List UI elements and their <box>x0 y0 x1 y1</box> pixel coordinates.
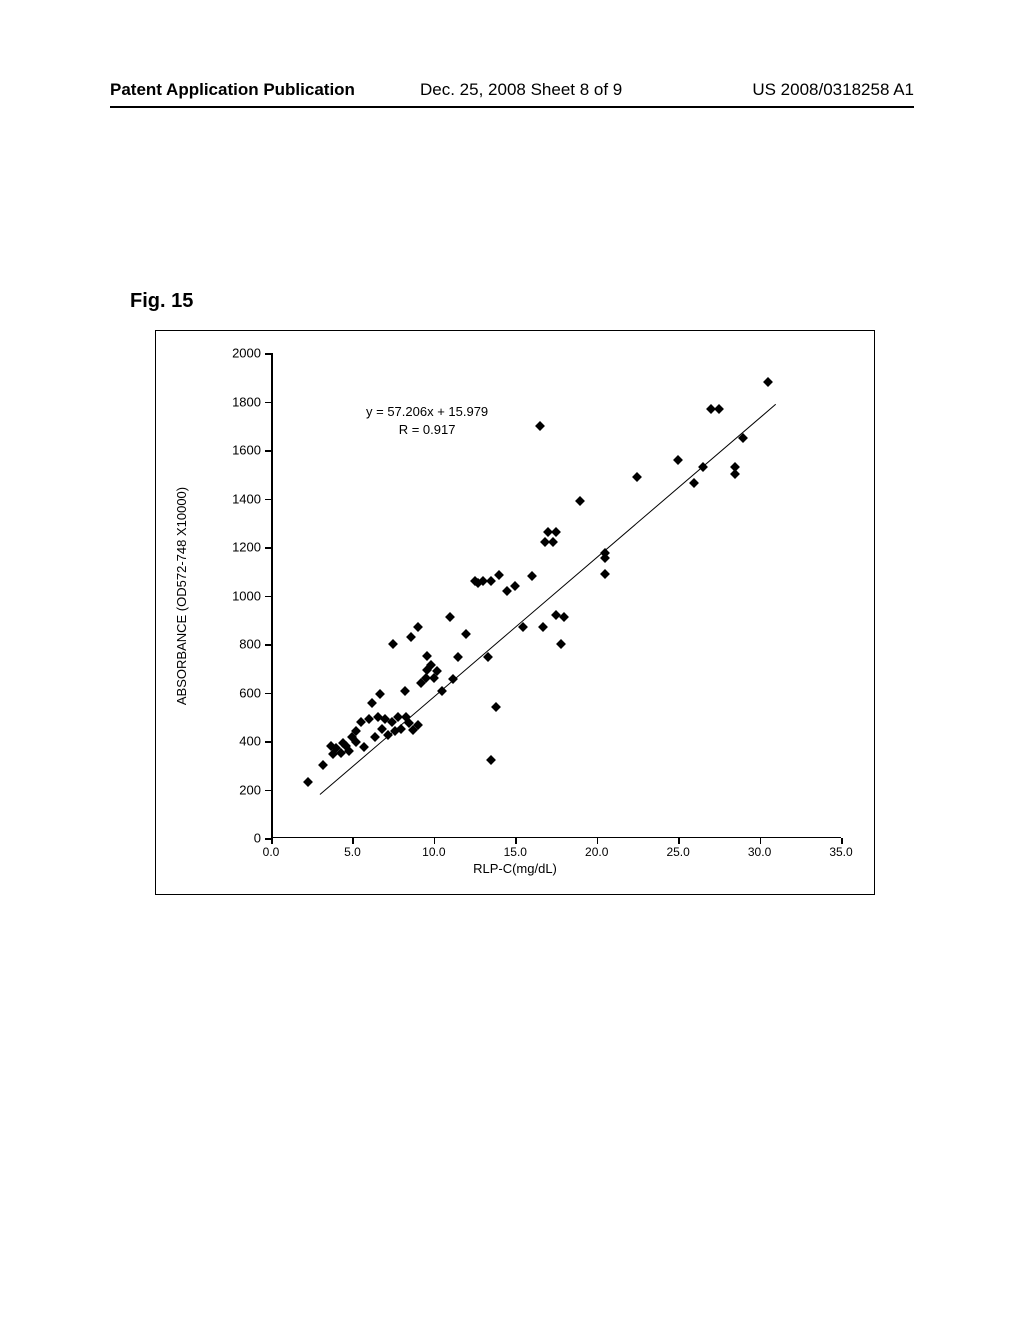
y-tick <box>265 402 271 404</box>
y-tick-label: 1800 <box>232 394 261 409</box>
scatter-point <box>367 698 377 708</box>
scatter-point <box>575 496 585 506</box>
y-axis <box>271 353 273 838</box>
x-axis-title: RLP-C(mg/dL) <box>156 861 874 876</box>
x-tick <box>352 838 354 844</box>
scatter-point <box>689 478 699 488</box>
regression-equation: y = 57.206x + 15.979 <box>366 403 488 421</box>
y-tick-label: 400 <box>239 734 261 749</box>
scatter-point <box>527 571 537 581</box>
y-axis-title: ABSORBANCE (OD572-748 X10000) <box>174 487 189 705</box>
scatter-point <box>763 377 773 387</box>
scatter-point <box>535 421 545 431</box>
y-tick <box>265 596 271 598</box>
y-tick <box>265 547 271 549</box>
y-tick <box>265 741 271 743</box>
x-tick-label: 10.0 <box>422 845 445 859</box>
scatter-point <box>445 612 455 622</box>
x-tick-label: 25.0 <box>666 845 689 859</box>
scatter-point <box>359 742 369 752</box>
y-tick <box>265 693 271 695</box>
y-tick-label: 2000 <box>232 346 261 361</box>
scatter-point <box>556 639 566 649</box>
scatter-point <box>318 760 328 770</box>
y-tick-label: 1000 <box>232 588 261 603</box>
scatter-point <box>304 777 314 787</box>
scatter-point <box>632 472 642 482</box>
scatter-point <box>714 404 724 414</box>
x-tick-label: 20.0 <box>585 845 608 859</box>
header-date-sheet: Dec. 25, 2008 Sheet 8 of 9 <box>420 80 622 100</box>
scatter-point <box>673 455 683 465</box>
scatter-point <box>388 639 398 649</box>
scatter-point <box>548 537 558 547</box>
scatter-point <box>413 622 423 632</box>
x-tick <box>760 838 762 844</box>
y-tick-label: 0 <box>254 831 261 846</box>
y-tick-label: 800 <box>239 637 261 652</box>
header-pub-number: US 2008/0318258 A1 <box>752 80 914 100</box>
scatter-point <box>600 569 610 579</box>
scatter-point <box>559 612 569 622</box>
scatter-point <box>538 622 548 632</box>
chart-frame: ABSORBANCE (OD572-748 X10000) RLP-C(mg/d… <box>155 330 875 895</box>
y-tick <box>265 790 271 792</box>
scatter-point <box>400 686 410 696</box>
y-tick-label: 1400 <box>232 491 261 506</box>
scatter-point <box>461 629 471 639</box>
scatter-point <box>510 581 520 591</box>
scatter-point <box>491 702 501 712</box>
x-tick <box>434 838 436 844</box>
header-pub-type: Patent Application Publication <box>110 80 355 100</box>
y-tick-label: 600 <box>239 685 261 700</box>
y-tick <box>265 499 271 501</box>
page-header: Patent Application Publication Dec. 25, … <box>0 80 1024 100</box>
x-tick <box>271 838 273 844</box>
x-tick-label: 5.0 <box>344 845 361 859</box>
scatter-point <box>375 689 385 699</box>
scatter-point <box>486 576 496 586</box>
scatter-point <box>486 755 496 765</box>
y-tick <box>265 644 271 646</box>
x-tick <box>597 838 599 844</box>
x-tick-label: 35.0 <box>829 845 852 859</box>
x-tick <box>678 838 680 844</box>
y-tick <box>265 450 271 452</box>
x-axis <box>271 837 841 839</box>
x-tick <box>515 838 517 844</box>
y-tick-label: 1600 <box>232 443 261 458</box>
scatter-point <box>494 570 504 580</box>
x-tick-label: 0.0 <box>263 845 280 859</box>
scatter-point <box>370 732 380 742</box>
y-tick-label: 1200 <box>232 540 261 555</box>
scatter-point <box>453 652 463 662</box>
header-rule <box>110 106 914 108</box>
regression-annotation: y = 57.206x + 15.979 R = 0.917 <box>366 403 488 438</box>
x-tick-label: 15.0 <box>504 845 527 859</box>
regression-line <box>319 404 776 795</box>
regression-r: R = 0.917 <box>366 421 488 439</box>
figure-label: Fig. 15 <box>130 290 193 313</box>
scatter-point <box>406 632 416 642</box>
x-tick <box>841 838 843 844</box>
x-tick-label: 30.0 <box>748 845 771 859</box>
y-tick <box>265 353 271 355</box>
plot-area: y = 57.206x + 15.979 R = 0.917 020040060… <box>271 353 841 838</box>
y-tick-label: 200 <box>239 782 261 797</box>
